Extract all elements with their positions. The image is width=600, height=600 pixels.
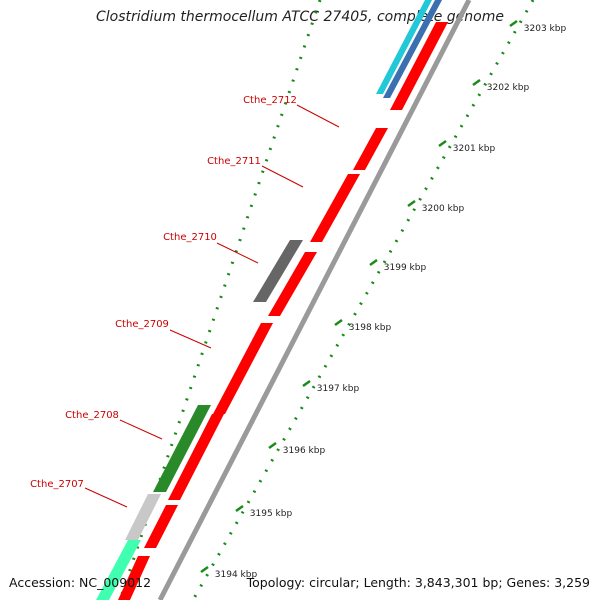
scale-label: 3198 kbp [349,323,392,333]
reverse-strand-genes [96,0,442,600]
major-tick [472,78,481,87]
major-tick [407,199,416,208]
gene-label: Cthe_2712 [243,95,297,106]
gene-label: Cthe_2708 [65,410,119,421]
scale-label: 3202 kbp [487,83,530,93]
forward-gene-cthe-2712 [353,128,388,170]
forward-gene-cthe-2708 [168,414,224,500]
gene-label-leader [169,329,212,349]
scale-label: 3201 kbp [453,144,496,154]
reverse-gene-aqua [96,540,141,600]
major-tick [200,565,209,574]
topology-label: Topology: circular; Length: 3,843,301 bp… [246,575,590,590]
reverse-gene-gray [253,240,303,302]
gene-label-leader [119,419,163,440]
inner-ruler: 3194 kbp 3195 kbp 3196 kbp 3197 kbp 3198 kbp… [191,0,567,600]
major-tick [268,441,277,450]
scale-label: 3199 kbp [384,263,427,273]
forward-gene-bottom [118,556,150,600]
reverse-gene-light-gray [125,494,161,540]
gene-label-leader [261,165,304,188]
scale-labels: 3194 kbp 3195 kbp 3196 kbp 3197 kbp 3198 kbp… [215,24,567,580]
reverse-gene-cyan [376,0,432,94]
major-ticks [200,19,518,574]
gene-label-leader [84,487,128,508]
scale-label: 3195 kbp [250,509,293,519]
inner-dotted-ticks [191,0,535,600]
major-tick [438,139,447,148]
gene-labels: Cthe_2707 Cthe_2708 Cthe_2709 Cthe_2710 Cthe… [30,95,340,508]
major-tick [235,504,244,513]
scale-label: 3196 kbp [283,446,326,456]
scale-label: 3194 kbp [215,570,258,580]
forward-gene-cthe-2710 [268,252,317,316]
reverse-gene-blue [383,0,442,98]
accession-label: Accession: NC_009012 [9,575,152,590]
backbone [157,0,472,600]
scale-label: 3203 kbp [524,24,567,34]
scale-label: 3200 kbp [422,204,465,214]
gene-label-leader [216,242,259,264]
forward-gene-cthe-2707 [144,505,178,548]
map-title: Clostridium thermocellum ATCC 27405, com… [96,9,504,25]
reverse-gene-green [153,405,211,492]
major-tick [334,318,343,327]
gene-label: Cthe_2707 [30,479,84,490]
forward-strand-genes [118,22,448,600]
forward-gene-cthe-2709 [213,323,273,414]
backbone-line [157,0,472,600]
forward-gene-top [390,22,448,110]
gene-label-leader [296,104,340,128]
gene-label: Cthe_2710 [163,232,217,243]
major-tick [302,379,311,388]
gene-label: Cthe_2709 [115,319,169,330]
forward-gene-cthe-2711 [310,174,360,242]
major-tick [369,258,378,267]
scale-label: 3197 kbp [317,384,360,394]
gene-label: Cthe_2711 [207,156,261,167]
major-tick [509,19,518,28]
